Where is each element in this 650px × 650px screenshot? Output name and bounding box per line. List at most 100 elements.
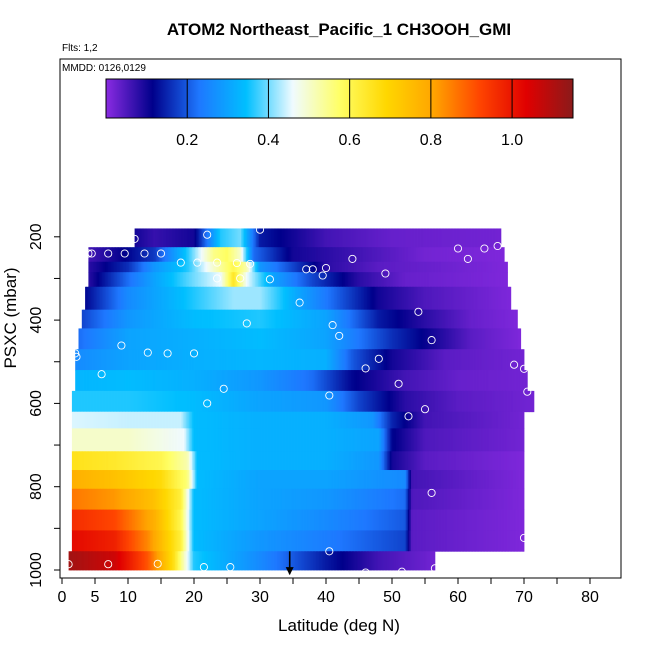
heatmap-cell: [163, 451, 166, 471]
heatmap-cell: [193, 286, 195, 311]
heatmap-cell: [255, 309, 258, 329]
heatmap-cell: [365, 530, 368, 552]
heatmap-cell: [347, 428, 350, 452]
heatmap-cell: [301, 349, 304, 371]
heatmap-cell: [250, 428, 253, 452]
heatmap-cell: [485, 228, 488, 248]
heatmap-cell: [170, 509, 173, 531]
heatmap-cell: [413, 509, 416, 531]
heatmap-cell: [94, 261, 97, 273]
heatmap-cell: [128, 261, 131, 273]
heatmap-cell: [259, 228, 261, 248]
heatmap-cell: [323, 286, 326, 311]
heatmap-cell: [503, 451, 506, 471]
heatmap-cell: [92, 309, 95, 329]
heatmap-cell: [158, 530, 161, 552]
heatmap-cell: [124, 530, 127, 552]
heatmap-cell: [479, 228, 482, 248]
heatmap-cell: [246, 328, 249, 350]
heatmap-cell: [405, 328, 408, 350]
heatmap-cell: [363, 370, 366, 392]
heatmap-cell: [490, 247, 493, 263]
heatmap-cell: [192, 370, 195, 392]
heatmap-cell: [146, 228, 149, 248]
heatmap-cell: [415, 228, 417, 248]
heatmap-cell: [229, 247, 232, 263]
heatmap-cell: [503, 509, 506, 531]
heatmap-cell: [280, 509, 283, 531]
heatmap-cell: [335, 228, 338, 248]
heatmap-cell: [143, 428, 146, 452]
heatmap-cell: [332, 470, 335, 490]
heatmap-cell: [133, 488, 136, 510]
heatmap-cell: [299, 247, 302, 263]
heatmap-cell: [218, 328, 220, 350]
heatmap-cell: [320, 411, 323, 429]
heatmap-cell: [79, 370, 82, 392]
heatmap-cell: [157, 272, 160, 288]
heatmap-cell: [206, 309, 209, 329]
heatmap-cell: [338, 390, 341, 413]
heatmap-cell: [489, 349, 492, 371]
heatmap-cell: [477, 370, 480, 392]
heatmap-cell: [243, 328, 246, 350]
heatmap-cell: [130, 272, 133, 288]
heatmap-cell: [439, 530, 442, 552]
heatmap-cell: [451, 228, 453, 248]
heatmap-cell: [466, 247, 469, 263]
heatmap-cell: [184, 228, 186, 248]
heatmap-cell: [241, 349, 244, 371]
heatmap-cell: [184, 428, 187, 452]
heatmap-cell: [437, 428, 440, 452]
heatmap-cell: [119, 309, 122, 329]
heatmap-cell: [484, 228, 486, 248]
heatmap-cell: [253, 390, 256, 413]
heatmap-cell: [98, 286, 101, 311]
heatmap-cell: [241, 451, 244, 471]
heatmap-cell: [290, 247, 293, 263]
heatmap-cell: [448, 509, 451, 531]
heatmap-cell: [475, 349, 478, 371]
heatmap-cell: [343, 370, 346, 392]
heatmap-cell: [170, 470, 173, 490]
heatmap-cell: [232, 411, 235, 429]
heatmap-cell: [163, 488, 166, 510]
heatmap-cell: [301, 451, 304, 471]
heatmap-cell: [329, 247, 332, 263]
heatmap-cell: [258, 349, 261, 371]
heatmap-cell: [92, 272, 95, 288]
heatmap-cell: [208, 390, 211, 413]
heatmap-cell: [479, 390, 482, 413]
heatmap-cell: [94, 530, 97, 552]
heatmap-cell: [362, 286, 365, 311]
heatmap-cell: [445, 488, 448, 510]
heatmap-cell: [367, 451, 370, 471]
heatmap-cell: [97, 509, 100, 531]
heatmap-cell: [224, 488, 227, 510]
heatmap-cell: [433, 451, 436, 471]
heatmap-cell: [340, 470, 343, 490]
heatmap-cell: [265, 390, 268, 413]
heatmap-cell: [463, 247, 466, 263]
heatmap-cell: [170, 247, 173, 263]
heatmap-cell: [151, 488, 154, 510]
heatmap-cell: [346, 488, 349, 510]
heatmap-cell: [254, 261, 257, 273]
heatmap-cell: [390, 328, 393, 350]
heatmap-cell: [472, 228, 474, 248]
heatmap-cell: [266, 428, 269, 452]
heatmap-cell: [466, 261, 469, 273]
heatmap-cell: [298, 390, 301, 413]
heatmap-cell: [301, 411, 304, 429]
heatmap-cell: [388, 286, 390, 311]
heatmap-cell: [472, 509, 475, 531]
heatmap-cell: [172, 261, 175, 273]
heatmap-cell: [346, 247, 349, 263]
heatmap-cell: [165, 370, 168, 392]
heatmap-cell: [85, 488, 88, 510]
heatmap-cell: [158, 328, 160, 350]
heatmap-cell: [391, 428, 394, 452]
heatmap-cell: [491, 309, 494, 329]
heatmap-cell: [512, 451, 515, 471]
heatmap-cell: [391, 509, 394, 531]
